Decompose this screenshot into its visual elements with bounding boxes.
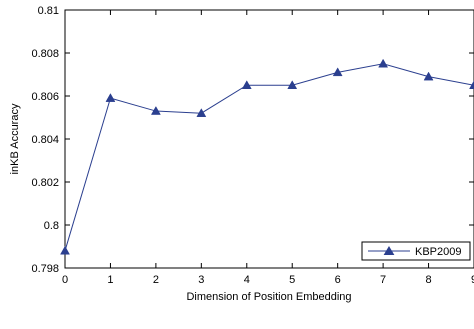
plot-area: [64, 9, 474, 269]
data-point-marker: [287, 80, 298, 89]
series-line: [64, 63, 474, 251]
series: [60, 58, 474, 255]
data-point-marker: [60, 245, 70, 255]
data-point-marker: [469, 80, 474, 89]
data-point-marker: [423, 71, 434, 81]
x-tick-label: 7: [380, 274, 386, 286]
legend-marker: [383, 246, 395, 255]
legend-label: KBP2009: [415, 246, 461, 258]
data-point-marker: [150, 106, 161, 115]
x-tick-label: 2: [153, 274, 159, 286]
y-tick-label: 0.804: [31, 134, 59, 146]
x-tick-label: 4: [244, 274, 250, 286]
x-tick-label: 5: [289, 274, 295, 286]
x-tick-label: 1: [107, 274, 113, 286]
ticks: 0 1 2 3 4 5 6 7 8 9 0.798 0.8 0.802 0.804 0.806 0.808 0.…: [31, 5, 474, 286]
data-point-marker: [378, 58, 389, 68]
y-tick-label: 0.798: [31, 263, 59, 275]
data-point-marker: [196, 108, 207, 117]
y-tick-label: 0.808: [31, 48, 59, 60]
data-point-marker: [105, 93, 116, 102]
y-tick-label: 0.8: [44, 220, 59, 232]
y-axis-title: inKB Accuracy: [9, 103, 21, 174]
x-tick-label: 0: [62, 274, 68, 286]
data-point-marker: [332, 67, 343, 77]
y-tick-label: 0.802: [31, 177, 59, 189]
y-tick-label: 0.81: [38, 5, 59, 17]
x-tick-label: 8: [425, 274, 431, 286]
data-point-marker: [241, 80, 252, 89]
x-axis-title: Dimension of Position Embedding: [186, 291, 351, 303]
legend: KBP2009: [361, 241, 471, 261]
x-tick-label: 9: [471, 274, 474, 286]
x-tick-label: 6: [335, 274, 341, 286]
y-tick-label: 0.806: [31, 91, 59, 103]
x-tick-label: 3: [198, 274, 204, 286]
